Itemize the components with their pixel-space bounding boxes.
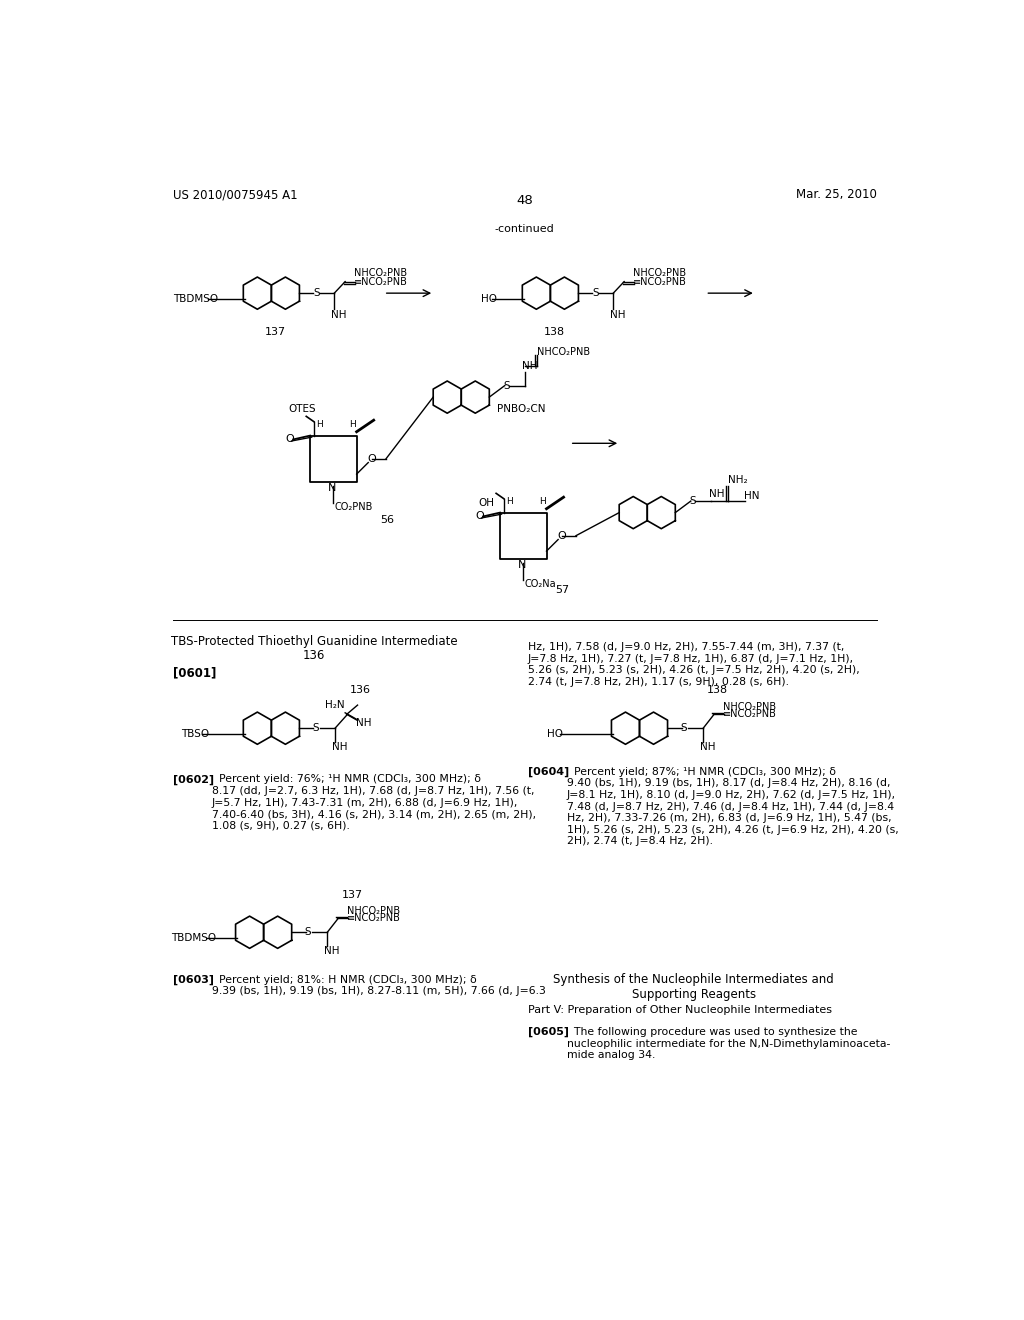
- Text: US 2010/0075945 A1: US 2010/0075945 A1: [173, 187, 298, 201]
- Text: H₂N: H₂N: [325, 700, 344, 710]
- Text: TBS-Protected Thioethyl Guanidine Intermediate: TBS-Protected Thioethyl Guanidine Interm…: [171, 635, 458, 648]
- Text: CO₂PNB: CO₂PNB: [335, 502, 374, 512]
- Text: [0604]: [0604]: [528, 767, 569, 777]
- Text: S: S: [592, 288, 599, 298]
- Text: O: O: [557, 531, 566, 541]
- Text: [0601]: [0601]: [173, 667, 216, 680]
- Text: PNBO₂CN: PNBO₂CN: [497, 404, 546, 413]
- Text: 136: 136: [350, 685, 371, 694]
- Text: NHCO₂PNB: NHCO₂PNB: [354, 268, 408, 279]
- Text: NH: NH: [610, 310, 626, 319]
- Text: ≡NCO₂PNB: ≡NCO₂PNB: [354, 277, 409, 286]
- Text: NH: NH: [332, 742, 347, 752]
- Text: S: S: [312, 723, 319, 733]
- Text: HN: HN: [744, 491, 760, 500]
- Text: Percent yield; 81%: H NMR (CDCl₃, 300 MHz); δ
9.39 (bs, 1H), 9.19 (bs, 1H), 8.27: Percent yield; 81%: H NMR (CDCl₃, 300 MH…: [212, 974, 546, 997]
- Text: NHCO₂PNB: NHCO₂PNB: [723, 702, 776, 713]
- Text: 137: 137: [342, 890, 364, 899]
- Text: HO: HO: [480, 293, 497, 304]
- Text: NH: NH: [710, 490, 725, 499]
- Text: NHCO₂PNB: NHCO₂PNB: [634, 268, 686, 279]
- Text: 137: 137: [264, 326, 286, 337]
- Text: 57: 57: [555, 585, 569, 594]
- Text: 56: 56: [381, 515, 394, 525]
- Text: HO: HO: [547, 730, 562, 739]
- Text: S: S: [503, 380, 510, 391]
- Text: [0602]: [0602]: [173, 775, 214, 784]
- Text: The following procedure was used to synthesize the
nucleophilic intermediate for: The following procedure was used to synt…: [566, 1027, 890, 1060]
- Text: N: N: [517, 560, 526, 570]
- Text: CO₂Na: CO₂Na: [524, 579, 556, 589]
- Text: 138: 138: [544, 326, 565, 337]
- Text: ≡NCO₂PNB: ≡NCO₂PNB: [347, 913, 401, 924]
- Text: Mar. 25, 2010: Mar. 25, 2010: [796, 187, 877, 201]
- Text: NH: NH: [325, 946, 340, 957]
- Text: S: S: [305, 927, 311, 937]
- Text: OTES: OTES: [289, 404, 316, 413]
- Text: NH₂: NH₂: [728, 475, 748, 486]
- Text: O: O: [475, 511, 484, 521]
- Text: H: H: [349, 420, 356, 429]
- Text: Hz, 1H), 7.58 (d, J=9.0 Hz, 2H), 7.55-7.44 (m, 3H), 7.37 (t,
J=7.8 Hz, 1H), 7.27: Hz, 1H), 7.58 (d, J=9.0 Hz, 2H), 7.55-7.…: [528, 642, 860, 686]
- Text: O: O: [286, 434, 294, 445]
- Text: 136: 136: [303, 649, 326, 663]
- Text: Part V: Preparation of Other Nucleophile Intermediates: Part V: Preparation of Other Nucleophile…: [528, 1006, 831, 1015]
- Text: [0603]: [0603]: [173, 974, 214, 985]
- Text: NHCO₂PNB: NHCO₂PNB: [538, 347, 591, 358]
- Text: NHCO₂PNB: NHCO₂PNB: [347, 907, 400, 916]
- Text: H: H: [540, 498, 546, 507]
- Text: -continued: -continued: [495, 224, 555, 234]
- Text: ≡NCO₂PNB: ≡NCO₂PNB: [723, 709, 777, 719]
- Text: S: S: [689, 496, 696, 506]
- Text: NH: NH: [700, 742, 716, 752]
- Text: H: H: [316, 420, 323, 429]
- Text: 48: 48: [516, 194, 534, 207]
- Text: [0605]: [0605]: [528, 1027, 569, 1038]
- Text: ≡NCO₂PNB: ≡NCO₂PNB: [634, 277, 687, 286]
- Text: S: S: [313, 288, 321, 298]
- Text: N: N: [328, 483, 336, 492]
- Text: 138: 138: [707, 685, 728, 694]
- Text: Percent yield: 76%; ¹H NMR (CDCl₃, 300 MHz); δ
8.17 (dd, J=2.7, 6.3 Hz, 1H), 7.6: Percent yield: 76%; ¹H NMR (CDCl₃, 300 M…: [212, 775, 536, 830]
- Text: TBDMSO: TBDMSO: [171, 933, 216, 944]
- Text: TBDMSO: TBDMSO: [173, 293, 218, 304]
- Text: Synthesis of the Nucleophile Intermediates and
Supporting Reagents: Synthesis of the Nucleophile Intermediat…: [553, 973, 835, 1001]
- Text: Percent yield; 87%; ¹H NMR (CDCl₃, 300 MHz); δ
9.40 (bs, 1H), 9.19 (bs, 1H), 8.1: Percent yield; 87%; ¹H NMR (CDCl₃, 300 M…: [566, 767, 898, 846]
- Text: NH: NH: [522, 362, 538, 371]
- Text: NH: NH: [356, 718, 372, 727]
- Text: O: O: [368, 454, 376, 463]
- Text: OH: OH: [478, 499, 495, 508]
- Text: S: S: [681, 723, 687, 733]
- Text: H: H: [506, 498, 513, 507]
- Text: NH: NH: [331, 310, 347, 319]
- Text: TBSO: TBSO: [180, 730, 209, 739]
